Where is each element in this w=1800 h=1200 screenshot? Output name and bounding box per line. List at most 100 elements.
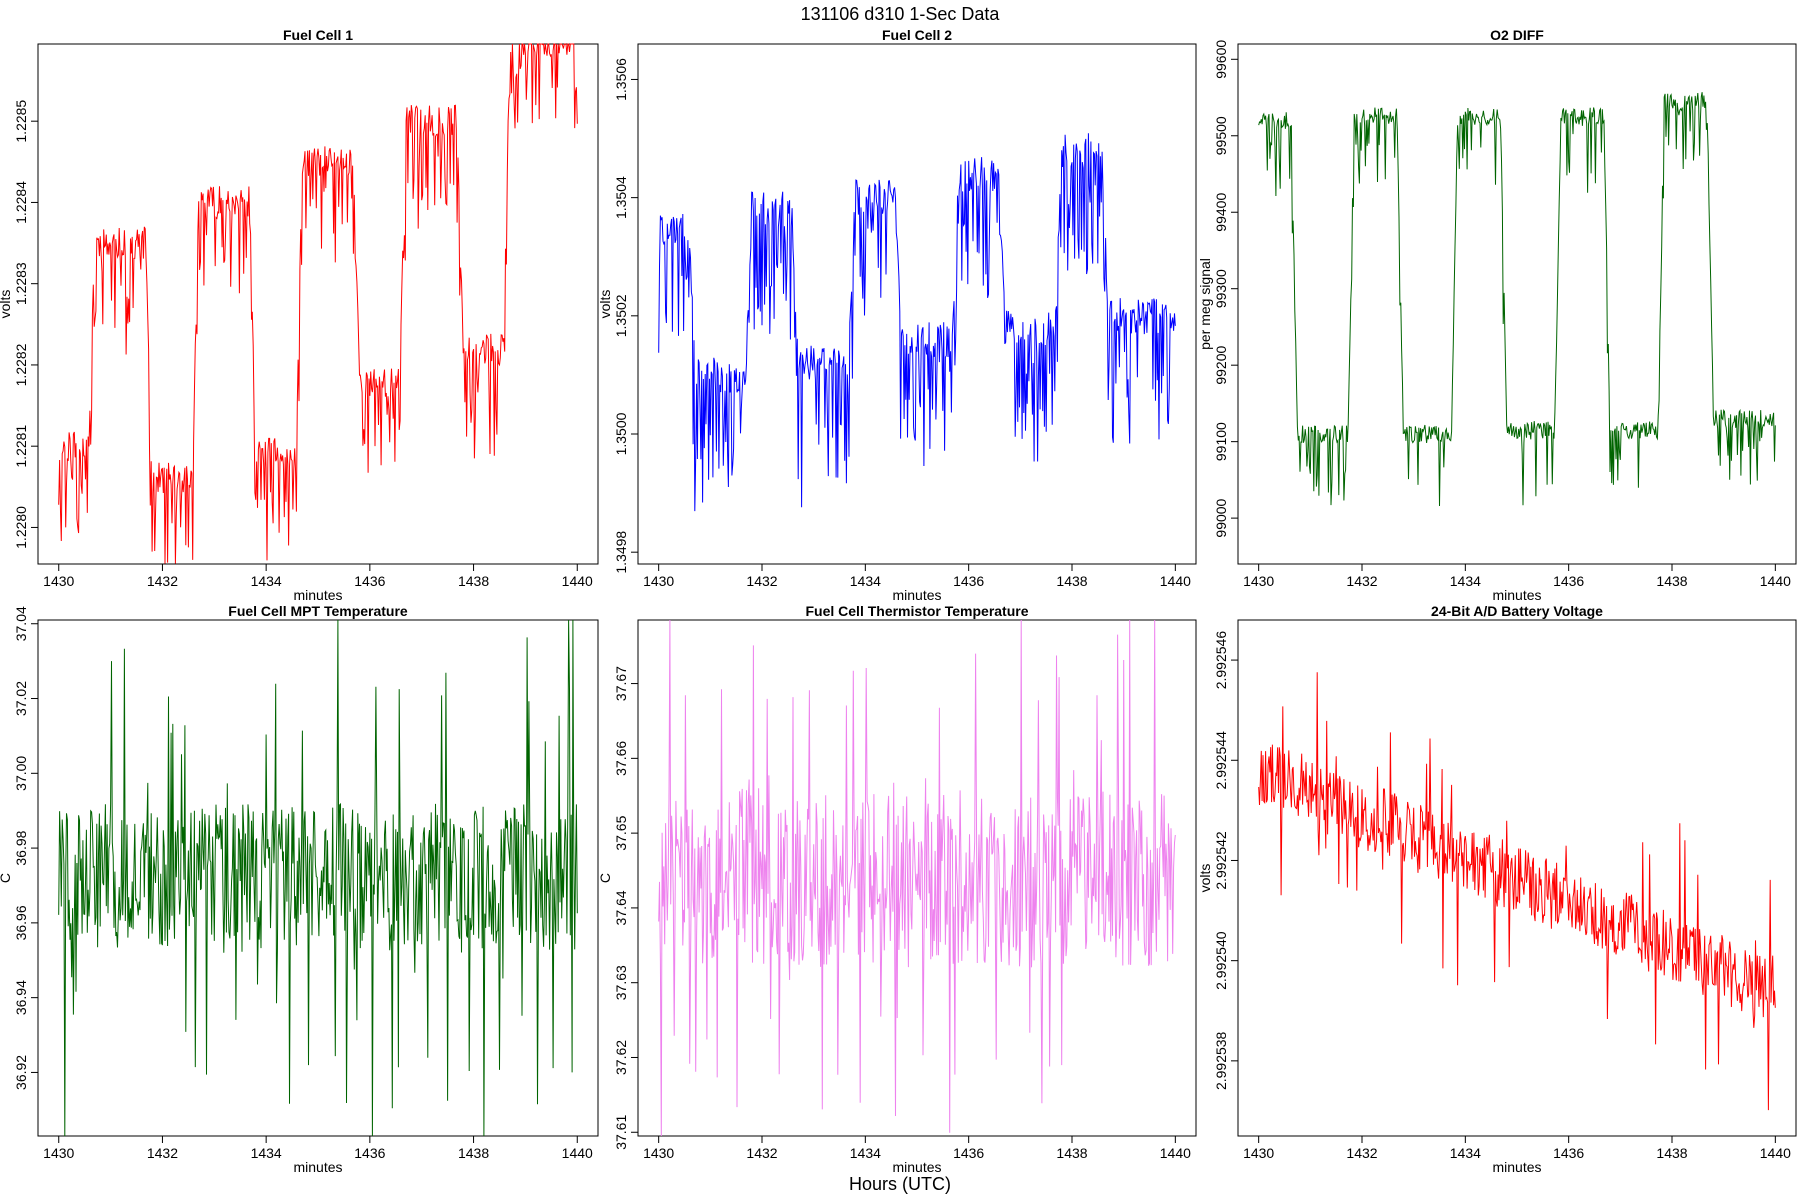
y-tick-label: 37.02	[13, 681, 29, 716]
y-axis-label: C	[0, 873, 13, 883]
x-tick-label: 1440	[1160, 1145, 1191, 1161]
x-tick-label: 1432	[147, 573, 178, 589]
chart-title: Fuel Cell Thermistor Temperature	[805, 603, 1028, 619]
figure-title: 131106 d310 1-Sec Data	[801, 4, 1001, 24]
y-tick-label: 2.992542	[1213, 831, 1229, 890]
x-tick-label: 1436	[1553, 573, 1584, 589]
x-tick-label: 1432	[746, 1145, 777, 1161]
figure-footer-label: Hours (UTC)	[849, 1174, 951, 1194]
chart-panel-5: Fuel Cell Thermistor Temperature 1430 1432…	[597, 603, 1197, 1175]
y-axis-label: volts	[597, 290, 613, 319]
x-tick-label: 1438	[1056, 1145, 1087, 1161]
x-tick-label: 1440	[1160, 573, 1191, 589]
y-tick-label: 99200	[1213, 346, 1229, 385]
chart-panel-2: Fuel Cell 2 1430 1432 1434 1436 1438 1440 minut…	[597, 27, 1197, 603]
plot-frame	[637, 619, 1197, 1137]
y-tick-label: 99100	[1213, 422, 1229, 461]
y-tick-label: 2.992540	[1213, 931, 1229, 990]
x-tick-label: 1438	[458, 573, 489, 589]
x-axis-label: minutes	[293, 1159, 342, 1175]
y-tick-label: 36.98	[13, 830, 29, 865]
plot-frame	[1237, 619, 1797, 1137]
y-tick-label: 2.992544	[1213, 731, 1229, 790]
plot-frame	[1237, 43, 1797, 565]
chart-title: Fuel Cell MPT Temperature	[228, 603, 408, 619]
x-tick-label: 1436	[354, 1145, 385, 1161]
y-tick-label: 2.992538	[1213, 1031, 1229, 1090]
x-tick-label: 1430	[43, 1145, 74, 1161]
y-tick-label: 37.00	[13, 756, 29, 791]
chart-panel-1: Fuel Cell 1 1430 1432 1434 1436 1438 1440 minut…	[0, 27, 599, 603]
x-tick-label: 1434	[1450, 1145, 1481, 1161]
data-series-line	[58, 43, 578, 564]
data-series-line	[658, 133, 1176, 512]
x-tick-label: 1438	[458, 1145, 489, 1161]
y-axis-label: volts	[1197, 864, 1213, 893]
y-tick-label: 1.3506	[613, 58, 629, 101]
panel-grid: Fuel Cell 1 1430 1432 1434 1436 1438 1440 minut…	[0, 27, 1797, 1175]
y-tick-label: 1.3502	[613, 294, 629, 337]
y-tick-label: 1.2281	[13, 425, 29, 468]
y-tick-label: 99400	[1213, 193, 1229, 232]
y-tick-label: 36.92	[13, 1055, 29, 1090]
y-tick-label: 1.3504	[613, 176, 629, 219]
x-tick-label: 1440	[1760, 1145, 1791, 1161]
y-tick-label: 37.62	[613, 1040, 629, 1075]
y-tick-label: 37.65	[613, 815, 629, 850]
plot-frame	[37, 43, 599, 565]
y-tick-label: 1.3498	[613, 531, 629, 574]
y-tick-label: 1.2283	[13, 262, 29, 305]
chart-panel-3: O2 DIFF 1430 1432 1434 1436 1438 1440 minutes 99…	[1197, 27, 1797, 603]
chart-panel-6: 24-Bit A/D Battery Voltage 1430 1432 1434 14…	[1197, 603, 1797, 1175]
y-tick-label: 1.2284	[13, 181, 29, 224]
chart-title: Fuel Cell 2	[882, 27, 952, 43]
y-tick-label: 37.61	[613, 1115, 629, 1150]
y-tick-label: 37.66	[613, 741, 629, 776]
x-tick-label: 1438	[1656, 573, 1687, 589]
x-tick-label: 1436	[354, 573, 385, 589]
y-tick-label: 36.96	[13, 905, 29, 940]
y-tick-label: 99500	[1213, 116, 1229, 155]
x-tick-label: 1432	[1346, 1145, 1377, 1161]
data-series-line	[1258, 92, 1776, 507]
x-tick-label: 1440	[562, 573, 593, 589]
x-axis-label: minutes	[892, 587, 941, 603]
y-tick-label: 99000	[1213, 498, 1229, 537]
data-series-line	[658, 619, 1176, 1137]
y-tick-label: 1.2285	[13, 100, 29, 143]
y-tick-label: 37.63	[613, 965, 629, 1000]
y-tick-label: 36.94	[13, 980, 29, 1015]
plot-frame	[637, 43, 1197, 565]
data-series-line	[1258, 672, 1776, 1111]
y-tick-label: 1.2282	[13, 343, 29, 386]
chart-panel-4: Fuel Cell MPT Temperature 1430 1432 1434 143…	[0, 603, 599, 1175]
y-tick-label: 37.67	[613, 666, 629, 701]
chart-title: Fuel Cell 1	[283, 27, 353, 43]
x-tick-label: 1432	[147, 1145, 178, 1161]
x-axis-label: minutes	[1492, 1159, 1541, 1175]
x-tick-label: 1436	[1553, 1145, 1584, 1161]
x-tick-label: 1430	[43, 573, 74, 589]
chart-title: 24-Bit A/D Battery Voltage	[1431, 603, 1603, 619]
chart-title: O2 DIFF	[1490, 27, 1544, 43]
x-tick-label: 1440	[562, 1145, 593, 1161]
y-tick-label: 2.992546	[1213, 631, 1229, 690]
x-tick-label: 1436	[953, 1145, 984, 1161]
x-tick-label: 1438	[1056, 573, 1087, 589]
x-axis-label: minutes	[892, 1159, 941, 1175]
x-tick-label: 1434	[850, 573, 881, 589]
y-tick-label: 1.2280	[13, 506, 29, 549]
x-tick-label: 1434	[251, 573, 282, 589]
x-tick-label: 1430	[643, 1145, 674, 1161]
x-tick-label: 1430	[1243, 1145, 1274, 1161]
y-tick-label: 1.3500	[613, 412, 629, 455]
plot-frame	[37, 619, 599, 1137]
x-tick-label: 1434	[1450, 573, 1481, 589]
x-tick-label: 1430	[1243, 573, 1274, 589]
data-series-line	[58, 619, 578, 1137]
y-axis-label: per meg signal	[1197, 258, 1213, 350]
x-tick-label: 1432	[1346, 573, 1377, 589]
y-axis-label: volts	[0, 290, 13, 319]
y-tick-label: 37.64	[613, 890, 629, 925]
y-tick-label: 99600	[1213, 40, 1229, 79]
